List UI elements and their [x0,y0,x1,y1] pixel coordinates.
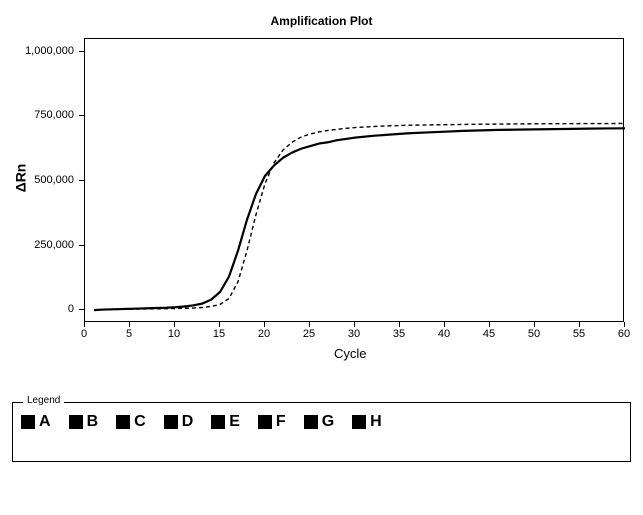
x-axis-label: Cycle [334,346,367,361]
x-tick-label: 30 [348,328,360,340]
legend-item: G [304,413,334,431]
x-tick-label: 35 [393,328,405,340]
chart-lines-svg [85,39,625,323]
x-tick-mark [399,322,400,327]
plot-area [84,38,624,322]
legend-item: F [258,413,286,431]
x-tick-mark [84,322,85,327]
legend-swatch-icon [164,415,178,429]
x-tick-label: 0 [81,328,87,340]
legend-item-label: H [370,413,382,431]
y-tick-mark [79,180,84,181]
x-tick-label: 45 [483,328,495,340]
y-tick-mark [79,51,84,52]
legend-item-label: F [276,413,286,431]
legend-swatch-icon [304,415,318,429]
legend-item: B [69,413,99,431]
y-tick-label: 1,000,000 [12,45,74,57]
y-tick-label: 750,000 [12,109,74,121]
curve-solid [94,128,625,310]
x-tick-label: 60 [618,328,630,340]
legend-swatch-icon [258,415,272,429]
y-tick-mark [79,309,84,310]
x-tick-mark [264,322,265,327]
x-tick-label: 20 [258,328,270,340]
x-tick-label: 5 [126,328,132,340]
legend-item: D [164,413,194,431]
legend-title: Legend [23,395,64,406]
x-tick-label: 50 [528,328,540,340]
y-tick-label: 500,000 [12,174,74,186]
legend-item-label: B [87,413,99,431]
x-tick-label: 55 [573,328,585,340]
legend-item-label: A [39,413,51,431]
x-tick-mark [174,322,175,327]
x-tick-mark [129,322,130,327]
chart-title: Amplification Plot [12,14,631,28]
legend-swatch-icon [21,415,35,429]
legend-item: C [116,413,146,431]
legend-swatch-icon [116,415,130,429]
x-tick-mark [624,322,625,327]
x-tick-label: 40 [438,328,450,340]
x-tick-label: 25 [303,328,315,340]
curve-dashed [94,123,625,310]
legend-swatch-icon [211,415,225,429]
legend-box: Legend ABCDEFGH [12,402,631,462]
legend-item: H [352,413,382,431]
legend-item-label: C [134,413,146,431]
legend-swatch-icon [69,415,83,429]
legend-swatch-icon [352,415,366,429]
x-tick-label: 10 [168,328,180,340]
x-tick-mark [219,322,220,327]
x-tick-mark [489,322,490,327]
x-tick-mark [354,322,355,327]
legend-item: A [21,413,51,431]
x-tick-mark [444,322,445,327]
y-tick-label: 250,000 [12,239,74,251]
legend-item: E [211,413,240,431]
legend-item-label: G [322,413,334,431]
legend-item-label: E [229,413,240,431]
x-tick-mark [309,322,310,327]
y-tick-label: 0 [12,303,74,315]
y-tick-mark [79,245,84,246]
x-tick-mark [534,322,535,327]
amplification-chart: Amplification Plot ΔRn Cycle 0250,000500… [12,12,631,382]
legend-items: A B C D E F G H [21,413,622,431]
legend-item-label: D [182,413,194,431]
x-tick-label: 15 [213,328,225,340]
x-tick-mark [579,322,580,327]
y-tick-mark [79,115,84,116]
